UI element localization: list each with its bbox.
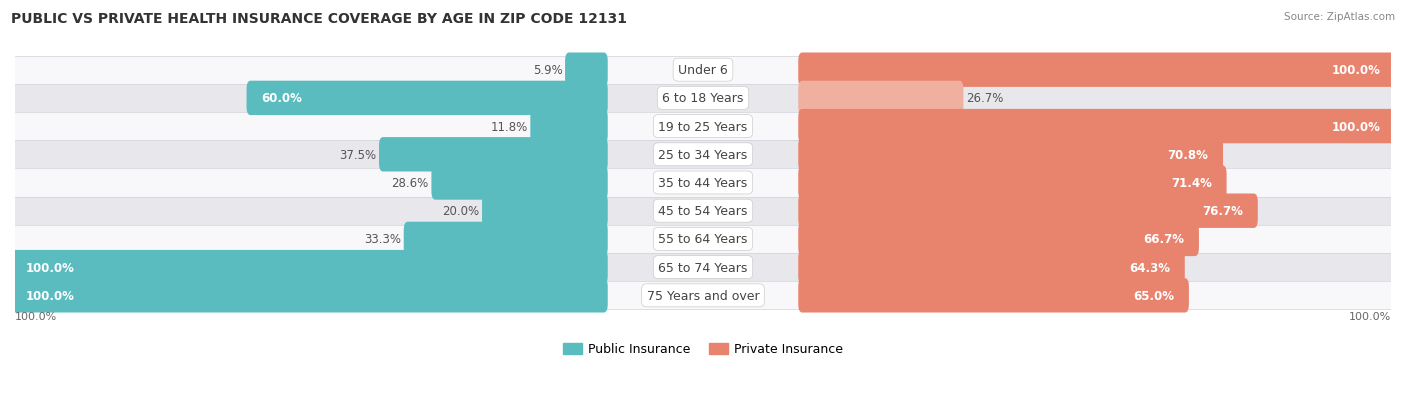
Bar <box>15 141 1391 169</box>
Bar <box>15 169 1391 197</box>
Text: 37.5%: 37.5% <box>339 148 377 161</box>
FancyBboxPatch shape <box>799 194 1258 228</box>
Text: 19 to 25 Years: 19 to 25 Years <box>658 120 748 133</box>
Text: 100.0%: 100.0% <box>1348 312 1391 322</box>
Bar <box>15 85 1391 113</box>
Text: 55 to 64 Years: 55 to 64 Years <box>658 233 748 246</box>
Text: Source: ZipAtlas.com: Source: ZipAtlas.com <box>1284 12 1395 22</box>
Bar <box>15 113 1391 141</box>
Text: 100.0%: 100.0% <box>25 289 75 302</box>
Text: 25 to 34 Years: 25 to 34 Years <box>658 148 748 161</box>
Bar <box>15 254 1391 282</box>
Bar <box>15 225 1391 254</box>
FancyBboxPatch shape <box>799 278 1189 313</box>
Text: 45 to 54 Years: 45 to 54 Years <box>658 205 748 218</box>
Text: 100.0%: 100.0% <box>1331 120 1381 133</box>
Legend: Public Insurance, Private Insurance: Public Insurance, Private Insurance <box>558 337 848 361</box>
FancyBboxPatch shape <box>799 138 1223 172</box>
Text: 64.3%: 64.3% <box>1129 261 1170 274</box>
Text: 33.3%: 33.3% <box>364 233 401 246</box>
Text: 100.0%: 100.0% <box>25 261 75 274</box>
FancyBboxPatch shape <box>482 194 607 228</box>
Text: 28.6%: 28.6% <box>391 177 429 190</box>
Text: 35 to 44 Years: 35 to 44 Years <box>658 177 748 190</box>
FancyBboxPatch shape <box>11 278 607 313</box>
Text: 66.7%: 66.7% <box>1143 233 1184 246</box>
Bar <box>15 197 1391 225</box>
Text: 20.0%: 20.0% <box>443 205 479 218</box>
Bar <box>15 57 1391 85</box>
FancyBboxPatch shape <box>799 250 1185 285</box>
Text: PUBLIC VS PRIVATE HEALTH INSURANCE COVERAGE BY AGE IN ZIP CODE 12131: PUBLIC VS PRIVATE HEALTH INSURANCE COVER… <box>11 12 627 26</box>
Text: 100.0%: 100.0% <box>15 312 58 322</box>
FancyBboxPatch shape <box>799 109 1395 144</box>
FancyBboxPatch shape <box>432 166 607 200</box>
FancyBboxPatch shape <box>404 222 607 256</box>
Text: 100.0%: 100.0% <box>1331 64 1381 77</box>
Text: 70.8%: 70.8% <box>1167 148 1209 161</box>
FancyBboxPatch shape <box>530 109 607 144</box>
FancyBboxPatch shape <box>799 53 1395 88</box>
Text: 65.0%: 65.0% <box>1133 289 1174 302</box>
Text: 75 Years and over: 75 Years and over <box>647 289 759 302</box>
FancyBboxPatch shape <box>11 250 607 285</box>
FancyBboxPatch shape <box>246 81 607 116</box>
FancyBboxPatch shape <box>799 81 963 116</box>
Text: Under 6: Under 6 <box>678 64 728 77</box>
Text: 65 to 74 Years: 65 to 74 Years <box>658 261 748 274</box>
Text: 60.0%: 60.0% <box>262 92 302 105</box>
Text: 6 to 18 Years: 6 to 18 Years <box>662 92 744 105</box>
FancyBboxPatch shape <box>799 222 1199 256</box>
Text: 11.8%: 11.8% <box>491 120 527 133</box>
FancyBboxPatch shape <box>799 166 1226 200</box>
Text: 71.4%: 71.4% <box>1171 177 1212 190</box>
FancyBboxPatch shape <box>565 53 607 88</box>
Text: 5.9%: 5.9% <box>533 64 562 77</box>
Bar <box>15 282 1391 310</box>
Text: 76.7%: 76.7% <box>1202 205 1243 218</box>
FancyBboxPatch shape <box>380 138 607 172</box>
Text: 26.7%: 26.7% <box>966 92 1004 105</box>
